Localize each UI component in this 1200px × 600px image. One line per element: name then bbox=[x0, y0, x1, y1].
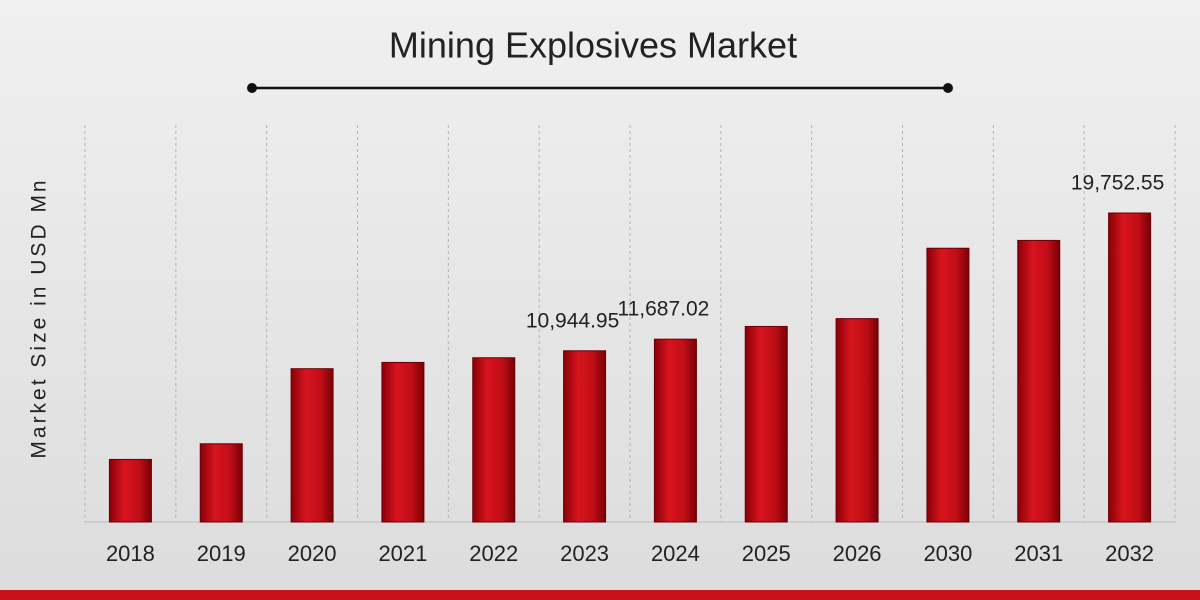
rule-dot bbox=[943, 83, 953, 93]
chart-title: Mining Explosives Market bbox=[389, 25, 797, 66]
value-label: 10,944.95 bbox=[526, 309, 619, 332]
x-tick-label: 2024 bbox=[651, 541, 700, 566]
x-tick-label: 2022 bbox=[469, 541, 518, 566]
rule-dot bbox=[247, 83, 257, 93]
x-tick-label: 2026 bbox=[833, 541, 882, 566]
bar bbox=[744, 325, 788, 523]
x-tick-label: 2019 bbox=[197, 541, 246, 566]
x-tick-label: 2031 bbox=[1014, 541, 1063, 566]
bottom-strip bbox=[0, 590, 1200, 600]
x-tick-label: 2023 bbox=[560, 541, 609, 566]
value-label: 11,687.02 bbox=[617, 298, 709, 321]
bar bbox=[290, 368, 334, 523]
x-tick-label: 2018 bbox=[106, 541, 155, 566]
bar bbox=[199, 443, 243, 523]
y-axis-label: Market Size in USD Mn bbox=[28, 177, 51, 458]
x-tick-label: 2021 bbox=[378, 541, 427, 566]
x-tick-label: 2020 bbox=[288, 541, 337, 566]
x-tick-label: 2025 bbox=[742, 541, 791, 566]
bar bbox=[1108, 212, 1152, 523]
x-tick-label: 2032 bbox=[1105, 541, 1154, 566]
value-label: 19,752.55 bbox=[1071, 172, 1164, 195]
bar bbox=[926, 247, 970, 523]
bar bbox=[108, 458, 152, 523]
bar bbox=[653, 338, 697, 523]
bar bbox=[472, 357, 516, 523]
bar bbox=[563, 350, 607, 523]
x-tick-label: 2030 bbox=[923, 541, 972, 566]
bar bbox=[1017, 239, 1061, 523]
bar bbox=[835, 318, 879, 523]
bar bbox=[381, 361, 425, 523]
